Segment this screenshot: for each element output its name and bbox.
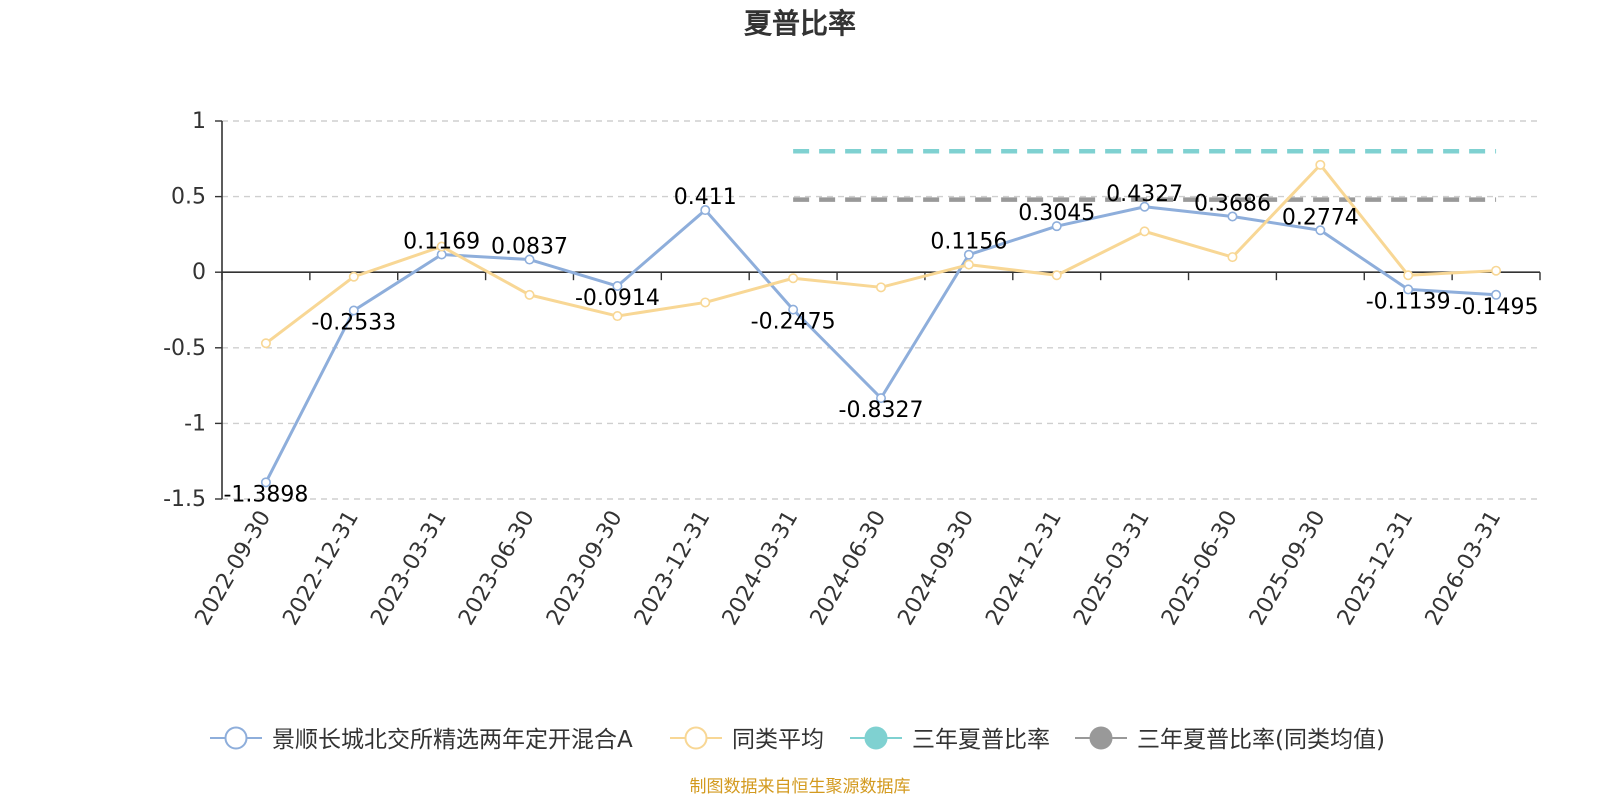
- y-tick-label: -1: [184, 411, 206, 436]
- fund-data-point: [1491, 289, 1502, 300]
- x-tick-label: 2025-03-31: [1069, 507, 1155, 630]
- grid-layer: [222, 120, 1540, 500]
- x-tick-label: 2025-12-31: [1333, 507, 1419, 630]
- peer-average-data-point: [1315, 159, 1326, 170]
- peer-average-data-point: [436, 241, 447, 252]
- peer-average-data-point: [1491, 265, 1502, 276]
- peer-average-data-point: [1139, 226, 1150, 237]
- fund-data-label: -0.1495: [1454, 295, 1539, 320]
- peer-average-data-point: [612, 311, 623, 322]
- fund-data-label: -0.1139: [1366, 289, 1451, 314]
- peer-average-data-point: [1403, 270, 1414, 281]
- fund-data-point: [1403, 284, 1414, 295]
- x-tick-label: 2022-12-31: [278, 507, 364, 630]
- fund-data-label: 0.3686: [1194, 191, 1271, 216]
- peer-average-data-point: [1051, 270, 1062, 281]
- legend-fund-label: 景顺长城北交所精选两年定开混合A: [272, 727, 633, 753]
- fund-data-point: [348, 305, 359, 316]
- fund-data-label: 0.2774: [1282, 205, 1359, 230]
- legend-item-peer-average[interactable]: 同类平均: [670, 726, 824, 753]
- fund-data-label: -0.0914: [575, 286, 660, 311]
- legend-fund-icon: [224, 726, 248, 750]
- peer-average-data-point: [1227, 252, 1238, 263]
- legend-item-three-year-sharpe[interactable]: 三年夏普比率: [850, 726, 1050, 753]
- fund-data-label: -0.2475: [751, 310, 836, 335]
- x-tick-label: 2025-06-30: [1157, 507, 1243, 630]
- label-layer: -1.3898 -0.2533 0.1169 0.0837 -0.0914 0.411 -0…: [223, 182, 1538, 508]
- x-tick-label: 2024-12-31: [981, 507, 1067, 630]
- peer-average-data-point: [524, 289, 535, 300]
- legend-item-fund[interactable]: 景顺长城北交所精选两年定开混合A: [210, 726, 633, 753]
- fund-data-point: [963, 249, 974, 260]
- fund-data-point: [612, 281, 623, 292]
- legend-three-year-sharpe-icon: [864, 726, 888, 750]
- fund-data-label: -0.2533: [311, 310, 396, 335]
- legend: 景顺长城北交所精选两年定开混合A 同类平均 三年夏普比率 三年夏普比率(同类均值…: [210, 726, 1385, 753]
- x-tick-label: 2026-03-31: [1421, 507, 1507, 630]
- fund-data-label: 0.1169: [403, 230, 480, 255]
- peer-average-data-point: [875, 282, 886, 293]
- legend-peer-average-label: 同类平均: [732, 727, 824, 753]
- fund-data-label: 0.1156: [930, 230, 1007, 255]
- y-tick-label: -1.5: [163, 487, 206, 512]
- legend-three-year-peer-icon: [1089, 726, 1113, 750]
- fund-data-label: 0.4327: [1106, 182, 1183, 207]
- peer-average-data-point: [700, 297, 711, 308]
- legend-peer-average-icon: [684, 726, 708, 750]
- peer-average-data-point: [788, 273, 799, 284]
- fund-data-point: [1051, 221, 1062, 232]
- x-tick-label: 2023-03-31: [366, 506, 452, 629]
- fund-data-point: [788, 304, 799, 315]
- fund-data-point: [524, 254, 535, 265]
- peer-average-data-point: [260, 338, 271, 349]
- legend-item-three-year-peer[interactable]: 三年夏普比率(同类均值): [1075, 726, 1385, 753]
- x-tick-label: 2025-09-30: [1245, 507, 1331, 630]
- fund-data-point: [1227, 211, 1238, 222]
- x-tick-label: 2023-09-30: [542, 507, 628, 630]
- reference-layer: [793, 148, 1497, 202]
- peer-average-data-point: [348, 271, 359, 282]
- peer-average-data-point: [963, 259, 974, 270]
- fund-data-point: [260, 477, 271, 488]
- x-tick-label: 2024-03-31: [718, 507, 804, 630]
- fund-data-label: -1.3898: [223, 482, 308, 507]
- x-tick-label: 2024-06-30: [806, 507, 892, 630]
- fund-data-point: [1139, 201, 1150, 212]
- fund-data-point: [875, 393, 886, 404]
- fund-data-point: [700, 205, 711, 216]
- x-tick-label: 2023-12-31: [630, 507, 716, 630]
- y-tick-label: -0.5: [163, 336, 206, 361]
- x-tick-label: 2023-06-30: [454, 507, 540, 630]
- fund-data-label: 0.3045: [1018, 201, 1095, 226]
- x-tick-label: 2024-09-30: [893, 507, 979, 630]
- legend-three-year-peer-label: 三年夏普比率(同类均值): [1137, 727, 1385, 753]
- x-tick-label: 2022-09-30: [191, 507, 277, 630]
- y-tick-label: 0: [192, 260, 206, 285]
- legend-three-year-sharpe-label: 三年夏普比率: [912, 727, 1050, 753]
- chart-title: 夏普比率: [744, 7, 856, 40]
- fund-data-point: [1315, 225, 1326, 236]
- fund-data-label: -0.8327: [839, 398, 924, 423]
- series-layer: [260, 159, 1502, 488]
- fund-data-label: 0.411: [674, 185, 737, 210]
- source-note: 制图数据来自恒生聚源数据库: [690, 777, 911, 797]
- y-tick-label: 1: [192, 109, 206, 134]
- fund-data-label: 0.0837: [491, 235, 568, 260]
- y-tick-label: 0.5: [171, 185, 206, 210]
